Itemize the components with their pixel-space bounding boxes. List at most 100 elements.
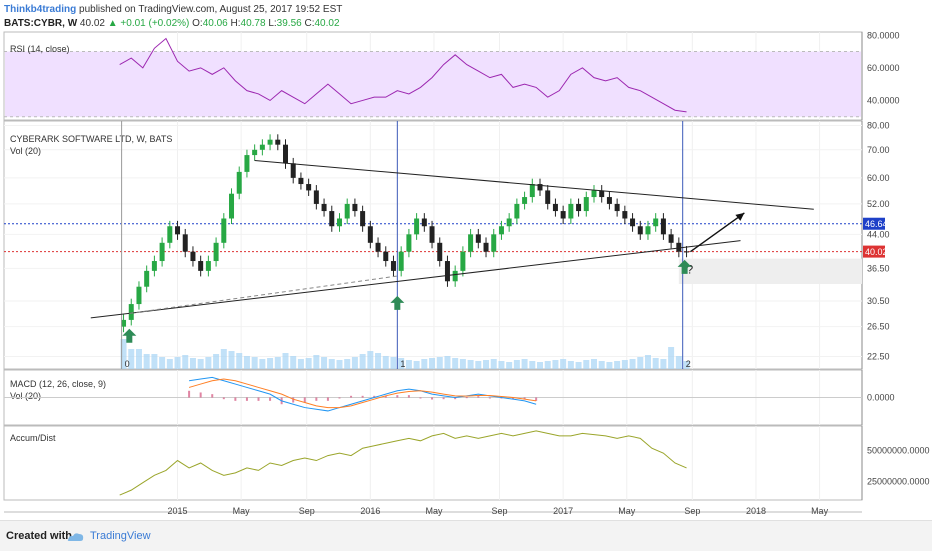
volume-bar	[405, 360, 412, 369]
candle-body	[468, 234, 474, 252]
volume-bar	[197, 359, 204, 369]
time-tick-label: 2015	[168, 506, 188, 516]
macd-histogram-bar	[303, 397, 306, 403]
volume-bar	[297, 359, 304, 369]
buy-arrow-icon	[390, 295, 405, 310]
rsi-title: RSI (14, close)	[10, 44, 70, 54]
macd-histogram-bar	[512, 397, 515, 400]
candle-body	[360, 211, 366, 227]
close-label: C:	[304, 18, 315, 29]
macd-histogram-bar	[396, 395, 399, 398]
macd-histogram-bar	[222, 397, 225, 400]
accum-title: Accum/Dist	[10, 433, 56, 443]
candle-body	[552, 203, 558, 212]
volume-bar	[567, 361, 574, 369]
volume-bar	[135, 349, 142, 369]
candle-body	[290, 163, 296, 178]
author-link[interactable]: Thinkb4trading	[4, 4, 77, 15]
macd-histogram-bar	[477, 396, 480, 398]
volume-bar	[243, 356, 250, 369]
event-marker-label: 1	[400, 359, 405, 369]
low-label: L:	[268, 18, 277, 29]
candle-body	[367, 226, 373, 243]
candle-body	[560, 211, 566, 219]
volume-bar	[159, 357, 166, 369]
symbol-label[interactable]: BATS:CYBR, W	[4, 18, 78, 29]
price-tick-label: 44.00	[867, 229, 890, 239]
volume-bar	[452, 358, 459, 369]
candle-body	[645, 226, 651, 235]
candle-body	[121, 319, 127, 327]
volume-bar	[228, 351, 235, 369]
accum-tick-label: 25000000.0000	[867, 477, 930, 487]
time-tick-label: May	[425, 506, 443, 516]
macd-histogram-bar	[523, 397, 526, 400]
macd-histogram-bar	[315, 397, 318, 401]
volume-bar	[220, 349, 227, 369]
macd-histogram-bar	[361, 395, 364, 398]
projection-arrowhead-icon	[735, 212, 745, 221]
dashed-trendline	[129, 275, 398, 314]
candle-body	[306, 184, 312, 191]
volume-bar	[683, 361, 690, 369]
open-value: 40.06	[202, 18, 228, 29]
volume-bar	[328, 359, 335, 369]
candle-body	[630, 218, 636, 227]
volume-bar	[128, 349, 135, 369]
volume-bar	[590, 359, 597, 369]
candle-body	[452, 270, 458, 282]
candle-body	[336, 218, 342, 227]
price-title: CYBERARK SOFTWARE LTD, W, BATS	[10, 134, 172, 144]
price-level-badge	[863, 217, 885, 230]
price-tick-label: 80.00	[867, 120, 890, 130]
macd-histogram-bar	[188, 390, 191, 398]
candle-body	[259, 144, 265, 150]
volume-bar	[166, 359, 173, 369]
candle-body	[599, 190, 605, 198]
price-tick-label: 60.00	[867, 173, 890, 183]
support-trendline	[90, 240, 741, 319]
volume-bar	[552, 360, 559, 369]
candle-body	[522, 197, 528, 204]
macd-histogram-bar	[292, 397, 295, 403]
volume-bar	[174, 357, 181, 369]
price-tick-label: 26.50	[867, 322, 890, 332]
price-tick-label: 70.00	[867, 145, 890, 155]
macd-histogram-bar	[431, 397, 434, 400]
candle-body	[275, 139, 281, 145]
volume-bar	[560, 359, 567, 369]
price-tick-label: 52.00	[867, 199, 890, 209]
macd-histogram-bar	[407, 395, 410, 398]
candle-body	[568, 203, 574, 219]
price-level-label: 40.02	[865, 247, 888, 257]
candle-body	[159, 242, 165, 262]
candle-body	[444, 261, 450, 282]
macd-histogram-bar	[373, 395, 376, 398]
macd-histogram-bar	[245, 397, 248, 401]
tradingview-brand-link[interactable]: TradingView	[90, 530, 151, 542]
candle-body	[383, 251, 389, 262]
volume-bar	[637, 357, 644, 369]
volume-bar	[459, 359, 466, 369]
rsi-line	[119, 37, 687, 113]
macd-histogram-bar	[465, 397, 468, 399]
chart-canvas[interactable]: 2015 May Sep 2016 May Sep 2017 May Sep 2018 May RSI…	[0, 0, 932, 520]
candle-body	[429, 226, 435, 243]
volume-bar	[189, 358, 196, 369]
candle-body	[653, 218, 659, 227]
macd-histogram-bar	[488, 397, 491, 399]
candle-body	[128, 304, 134, 320]
macd-histogram-bar	[454, 397, 457, 400]
candle-body	[614, 203, 620, 212]
volume-bar	[336, 360, 343, 369]
macd-histogram-bar	[326, 397, 329, 401]
volume-bar	[467, 360, 474, 369]
volume-bar	[236, 353, 243, 369]
macd-histogram-bar	[338, 397, 341, 399]
accum-line	[119, 430, 687, 496]
volume-bar	[382, 356, 389, 369]
volume-bar	[652, 358, 659, 369]
volume-bar	[251, 357, 258, 369]
volume-bar	[267, 358, 274, 369]
accum-tick-label: 50000000.0000	[867, 446, 930, 456]
